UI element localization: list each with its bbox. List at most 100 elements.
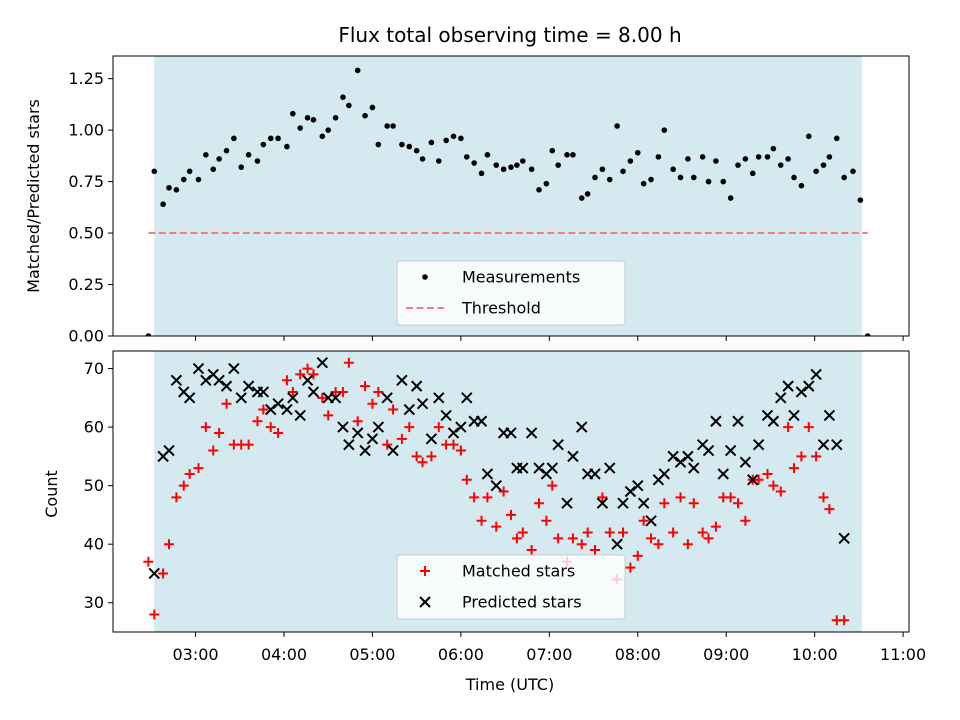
matched-star-point [388,404,399,415]
measurement-point [173,187,180,193]
measurement-point [514,162,520,168]
predicted-star-point [329,392,342,404]
predicted-star-point [294,409,306,422]
matched-star-point [632,550,643,561]
measurement-point [785,156,791,162]
matched-star-point [411,451,422,462]
matched-star-point [597,492,608,503]
matched-star-point [618,527,629,538]
predicted-star-point [838,532,850,545]
measurement-point [833,135,840,142]
measurement-point [180,176,187,183]
predicted-star-point [533,462,545,474]
bottom-plot-area [143,357,850,626]
predicted-star-point [366,433,379,445]
predicted-star-point [782,380,794,392]
matched-star-point [382,439,393,450]
top-y-axis-label: Matched/Predicted stars [24,99,43,293]
matched-star-point [208,445,219,456]
measurement-point [648,176,654,183]
matched-star-point [404,422,415,433]
top-legend-box [396,260,626,326]
measurement-point [584,191,591,197]
bottom-y-tick-label: 50 [84,476,104,495]
predicted-star-point [724,444,737,457]
measurement-point [478,170,485,177]
matched-star-point [740,515,751,526]
matched-star-point [193,463,204,474]
bottom-panel: 30 40 50 60 70 03:00 04:00 05:00 06:00 07:00 08:00… [84,350,926,664]
measurement-point [346,102,352,109]
matched-star-point [482,492,493,503]
top-panel: 0.00 0.25 0.50 0.75 1.00 1.25 Measurements Thre… [68,55,910,346]
measurement-point [620,168,626,175]
top-y-tick-label: 0.75 [68,172,104,191]
legend-label: Measurements [462,268,580,287]
predicted-star-point [272,397,284,410]
matched-star-point [775,486,786,497]
x-tick-label: 09:00 [703,645,749,664]
matched-star-point [164,539,175,550]
predicted-star-point [228,362,240,375]
measurement-point [599,166,606,173]
measurement-point [390,123,396,129]
top-y-tick-label: 1.25 [68,69,104,88]
predicted-star-point [387,444,399,457]
measurement-point [493,162,500,168]
measurement-point [195,176,202,183]
measurement-point [813,168,819,175]
measurement-point [443,137,449,144]
bottom-y-axis-label: Count [42,470,61,518]
matched-star-point [171,492,182,503]
matched-star-point [396,433,407,444]
matched-star-point [506,509,516,520]
predicted-star-point [316,357,329,369]
matched-star-point [762,468,773,479]
matched-star-point [158,568,169,579]
matched-star-point [317,392,328,403]
predicted-star-point [788,409,800,422]
measurement-point [755,154,762,160]
matched-star-point [653,539,664,550]
predicted-star-point [433,392,445,404]
measurement-point [614,123,620,129]
predicted-star-point [795,386,808,398]
predicted-star-point [552,438,564,451]
matched-star-point [682,539,693,550]
measurement-point [332,114,339,121]
predicted-star-point [717,468,729,480]
matched-star-point [703,533,714,544]
measurement-point [463,154,470,160]
matched-star-point [343,357,354,368]
measurement-point [310,117,317,123]
matched-star-point [417,457,428,468]
matched-star-point [768,480,779,491]
legend-matched-marker [420,566,430,576]
matched-star-point [604,527,615,538]
matched-star-point [783,422,794,433]
matched-star-point [281,375,292,386]
measurement-point [677,174,684,181]
predicted-star-point [447,427,460,439]
matched-star-point [638,515,649,526]
predicted-star-point [517,462,529,474]
measurement-point [297,125,304,131]
matched-star-point [675,492,686,503]
top-y-tick-label: 0.25 [68,275,104,294]
predicted-star-point [220,380,233,392]
matched-star-point [426,451,437,462]
legend-label: Predicted stars [462,593,582,612]
measurement-point [216,156,222,162]
measurement-point [203,152,209,158]
predicted-star-point [163,444,175,457]
matched-star-point [252,416,263,427]
measurement-point [857,197,864,203]
matched-star-point [265,422,276,433]
measurement-point [820,162,827,168]
matched-star-point [646,533,657,544]
measurement-point [592,174,598,181]
predicted-star-point [637,497,650,509]
matched-star-point [789,463,800,474]
predicted-star-point [359,444,371,457]
